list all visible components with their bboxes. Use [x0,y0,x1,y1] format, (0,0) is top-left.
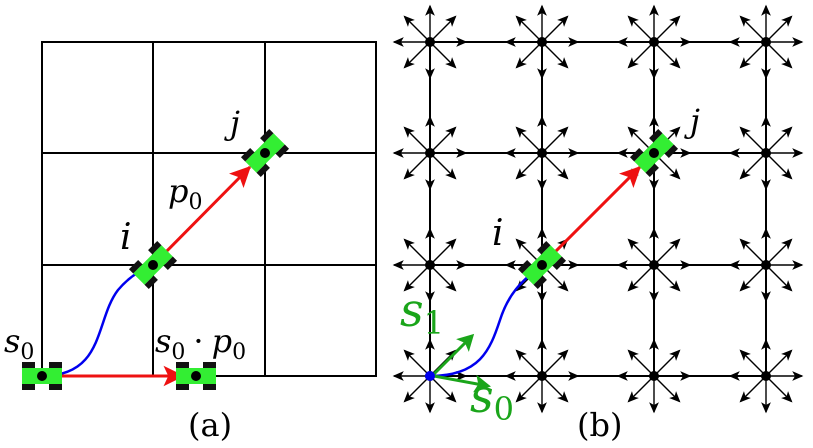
motion-primitive-arrow [627,349,655,377]
motion-primitive-arrow [739,264,767,292]
motion-primitive-arrow [765,375,793,403]
lattice-node [761,148,771,158]
motion-primitive-arrow [765,15,793,43]
motion-primitive-arrow [429,238,457,266]
motion-primitive-arrow [765,349,793,377]
motion-primitive-arrow [429,126,457,154]
lattice-node [649,260,659,270]
blue-path-a [41,263,154,378]
label-j-b: j [684,102,700,140]
motion-primitive-arrow [765,152,793,180]
motion-primitive-arrow [403,41,431,69]
motion-primitive-arrow [515,349,543,377]
motion-primitive-arrow [653,15,681,43]
green-arrow-s0 [433,374,491,393]
label-s1-b: s1 [400,283,444,342]
lattice-arrows-b [392,4,804,414]
motion-primitive-arrow [403,238,431,266]
robot-i-b [517,240,567,290]
motion-primitive-arrow [429,41,457,69]
motion-primitive-arrow [653,238,681,266]
motion-primitive-arrow [541,15,569,43]
robot-j-a [240,128,290,178]
motion-primitive-arrow [515,375,543,403]
motion-primitive-arrow [765,41,793,69]
motion-primitive-arrow [515,15,543,43]
motion-primitive-arrow [739,126,767,154]
motion-primitive-arrow [739,152,767,180]
motion-primitive-arrow [429,375,457,403]
red-arrow-i-to-j [151,165,252,267]
lattice-node [761,371,771,381]
panel-a: s0 i j p0 s0 · p0 (a) [4,41,377,444]
blue-path-b [429,264,543,378]
motion-primitive-arrow [627,264,655,292]
label-s0p0-a: s0 · p0 [155,322,246,365]
motion-primitive-arrow [541,349,569,377]
robot-i-a [128,240,178,290]
motion-primitive-arrow [541,152,569,180]
label-p0-a: p0 [168,172,202,215]
motion-primitive-arrow [739,41,767,69]
motion-primitive-arrow [403,152,431,180]
motion-primitive-arrow [515,41,543,69]
motion-primitive-arrow [403,126,431,154]
motion-primitive-arrow [739,349,767,377]
lattice-node [761,260,771,270]
motion-primitive-arrow [627,41,655,69]
lattice-node [425,260,435,270]
motion-primitive-arrow [627,238,655,266]
motion-primitive-arrow [653,264,681,292]
lattice-node [649,371,659,381]
motion-primitive-arrow [627,375,655,403]
start-node-b [425,371,435,381]
red-arrow-i-to-j-b [540,165,642,267]
lattice-node [537,148,547,158]
motion-primitive-arrow [653,375,681,403]
motion-primitive-arrow [765,264,793,292]
motion-primitive-arrow [429,152,457,180]
panel-b: i j s1 s0 (b) [392,4,804,444]
lattice-node [537,37,547,47]
motion-primitive-arrow [515,126,543,154]
motion-primitive-arrow [765,126,793,154]
label-i-b: i [492,213,504,254]
motion-primitive-arrow [403,15,431,43]
motion-primitive-arrow [541,41,569,69]
motion-primitive-arrow [429,15,457,43]
motion-primitive-arrow [739,15,767,43]
motion-primitive-arrow [765,238,793,266]
motion-primitive-arrow [653,349,681,377]
motion-primitive-arrow [541,375,569,403]
lattice-node [425,148,435,158]
motion-primitive-arrow [403,264,431,292]
robot-s0-a [22,362,62,390]
caption-b: (b) [577,406,622,444]
lattice-node [537,371,547,381]
motion-primitive-arrow [653,41,681,69]
lattice-node [649,37,659,47]
motion-primitive-arrow [515,152,543,180]
motion-primitive-arrow [739,238,767,266]
motion-primitive-arrow [739,375,767,403]
label-s0-a: s0 [4,322,34,365]
motion-primitive-arrow [627,15,655,43]
robot-s0p0-a [176,362,216,390]
label-i-a: i [120,217,132,258]
motion-primitive-arrow [541,126,569,154]
lattice-node [425,37,435,47]
motion-primitive-arrow [403,375,431,403]
label-s0-b: s0 [470,369,514,428]
lattice-node [761,37,771,47]
green-arrow-s1 [432,333,475,376]
caption-a: (a) [188,406,232,444]
motion-primitive-arrow [429,264,457,292]
label-j-a: j [224,104,240,142]
robot-j-b [629,128,679,178]
motion-primitive-arrow [403,349,431,377]
